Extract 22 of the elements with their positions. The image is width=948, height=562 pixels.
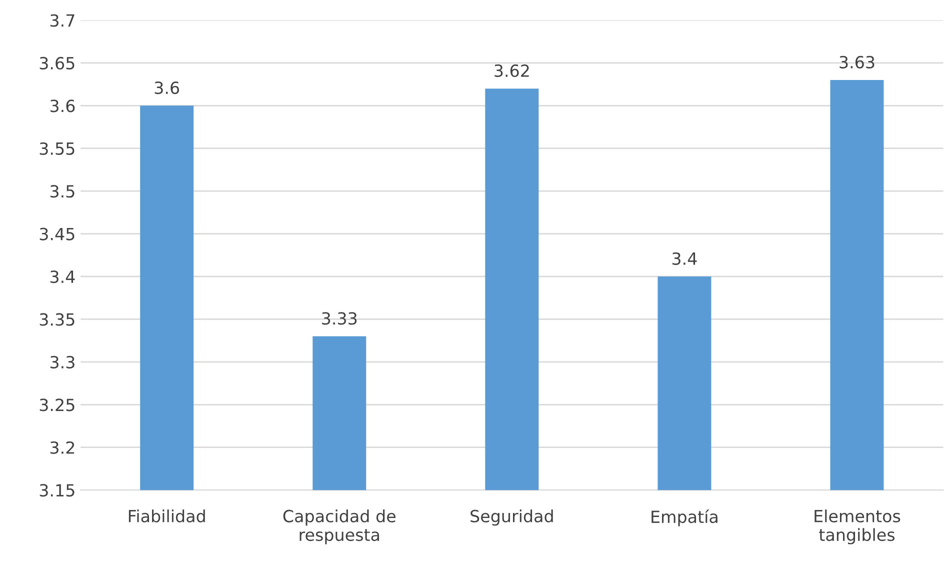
data-label: 3.6: [154, 81, 180, 94]
y-tick-label: 3.5: [50, 185, 74, 198]
y-tick-label: 3.15: [40, 484, 74, 497]
data-label: 3.62: [494, 64, 529, 78]
y-tick-label: 3.3: [50, 356, 74, 368]
y-tick-label: 3.35: [40, 313, 74, 326]
y-tick-label: 3.65: [40, 56, 74, 70]
y-tick-label: 3.25: [40, 398, 74, 412]
y-tick-label: 3.2: [50, 441, 74, 454]
x-tick-label: Elementos tangibles: [814, 510, 900, 544]
x-tick-label: Empatía: [652, 510, 718, 526]
data-label: 3.33: [322, 312, 357, 325]
data-label: 3.4: [672, 252, 697, 265]
x-tick-label: Capacidad de respuesta: [283, 510, 396, 544]
y-tick-label: 3.55: [40, 142, 74, 155]
data-label: 3.63: [840, 56, 874, 68]
y-tick-label: 3.4: [50, 270, 75, 284]
y-tick-label: 3.6: [50, 100, 75, 112]
x-tick-label: Seguridad: [470, 510, 553, 526]
y-tick-label: 3.45: [40, 228, 74, 240]
y-tick-label: 3.7: [50, 14, 74, 27]
x-tick-label: Fiabilidad: [128, 510, 205, 522]
